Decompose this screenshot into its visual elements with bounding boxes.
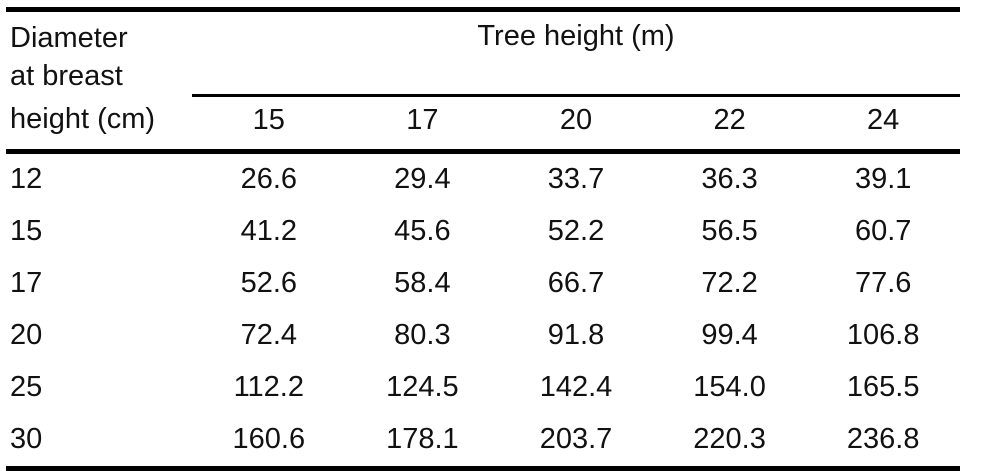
table-cell: 41.2 (240, 214, 298, 247)
table-cell: 165.5 (846, 370, 920, 403)
col-header: 24 (806, 95, 960, 154)
row-header-cell: 17 (10, 266, 43, 299)
table-row: 25 112.2 124.5 142.4 154.0 165.5 (6, 362, 960, 414)
table-cell: 77.6 (854, 266, 912, 299)
col-header: 22 (652, 95, 807, 154)
row-variable-header-line3: height (cm) (6, 95, 192, 154)
table-cell: 39.1 (854, 162, 912, 195)
table-row: 30 160.6 178.1 203.7 220.3 236.8 (6, 414, 960, 469)
row-header-cell: 30 (10, 422, 43, 455)
table-cell: 33.7 (547, 162, 605, 195)
row-header-cell: 25 (10, 370, 43, 403)
row-variable-header: Diameter at breast (6, 10, 192, 96)
table-cell: 80.3 (394, 318, 451, 351)
table-cell: 52.6 (240, 266, 298, 299)
table-cell: 72.2 (701, 266, 758, 299)
table-cell: 60.7 (854, 214, 912, 247)
row-header-cell: 12 (10, 162, 43, 195)
col-header: 20 (499, 95, 653, 154)
table-cell: 236.8 (846, 422, 920, 455)
table-row: 20 72.4 80.3 91.8 99.4 106.8 (6, 310, 960, 362)
table-cell: 66.7 (547, 266, 605, 299)
table-cell: 58.4 (394, 266, 451, 299)
row-variable-header-line1: Diameter (10, 22, 128, 54)
table-row: 17 52.6 58.4 66.7 72.2 77.6 (6, 258, 960, 310)
header-row-group: Diameter at breast Tree height (m) (6, 9, 960, 97)
table-cell: 178.1 (386, 422, 459, 455)
table-cell: 56.5 (701, 214, 758, 247)
header-row-columns: height (cm) 15 17 20 22 24 (6, 95, 960, 154)
table-cell: 154.0 (693, 370, 766, 403)
table-cell: 99.4 (701, 318, 758, 351)
table-row: 15 41.2 45.6 52.2 56.5 60.7 (6, 206, 960, 258)
dbh-tree-height-table: Diameter at breast Tree height (m) heigh… (6, 7, 960, 471)
table-cell: 160.6 (232, 422, 306, 455)
table-cell: 36.3 (701, 162, 758, 195)
table-cell: 72.4 (240, 318, 298, 351)
table-cell: 52.2 (547, 214, 605, 247)
table-cell: 124.5 (386, 370, 459, 403)
table-cell: 112.2 (233, 370, 304, 403)
table-cell: 26.6 (240, 162, 298, 195)
table-row: 12 26.6 29.4 33.7 36.3 39.1 (6, 151, 960, 206)
column-group-header: Tree height (m) (192, 9, 960, 97)
table-cell: 106.8 (846, 318, 920, 351)
table-cell: 45.6 (394, 214, 451, 247)
row-variable-header-line2: at breast (10, 60, 123, 92)
col-header: 15 (192, 95, 346, 154)
table-cell: 29.4 (394, 162, 451, 195)
table-cell: 142.4 (539, 370, 613, 403)
col-header: 17 (345, 95, 500, 154)
row-header-cell: 20 (10, 318, 43, 351)
table-cell: 220.3 (693, 422, 766, 455)
table-cell: 91.8 (547, 318, 605, 351)
row-header-cell: 15 (10, 214, 43, 247)
table-cell: 203.7 (539, 422, 613, 455)
